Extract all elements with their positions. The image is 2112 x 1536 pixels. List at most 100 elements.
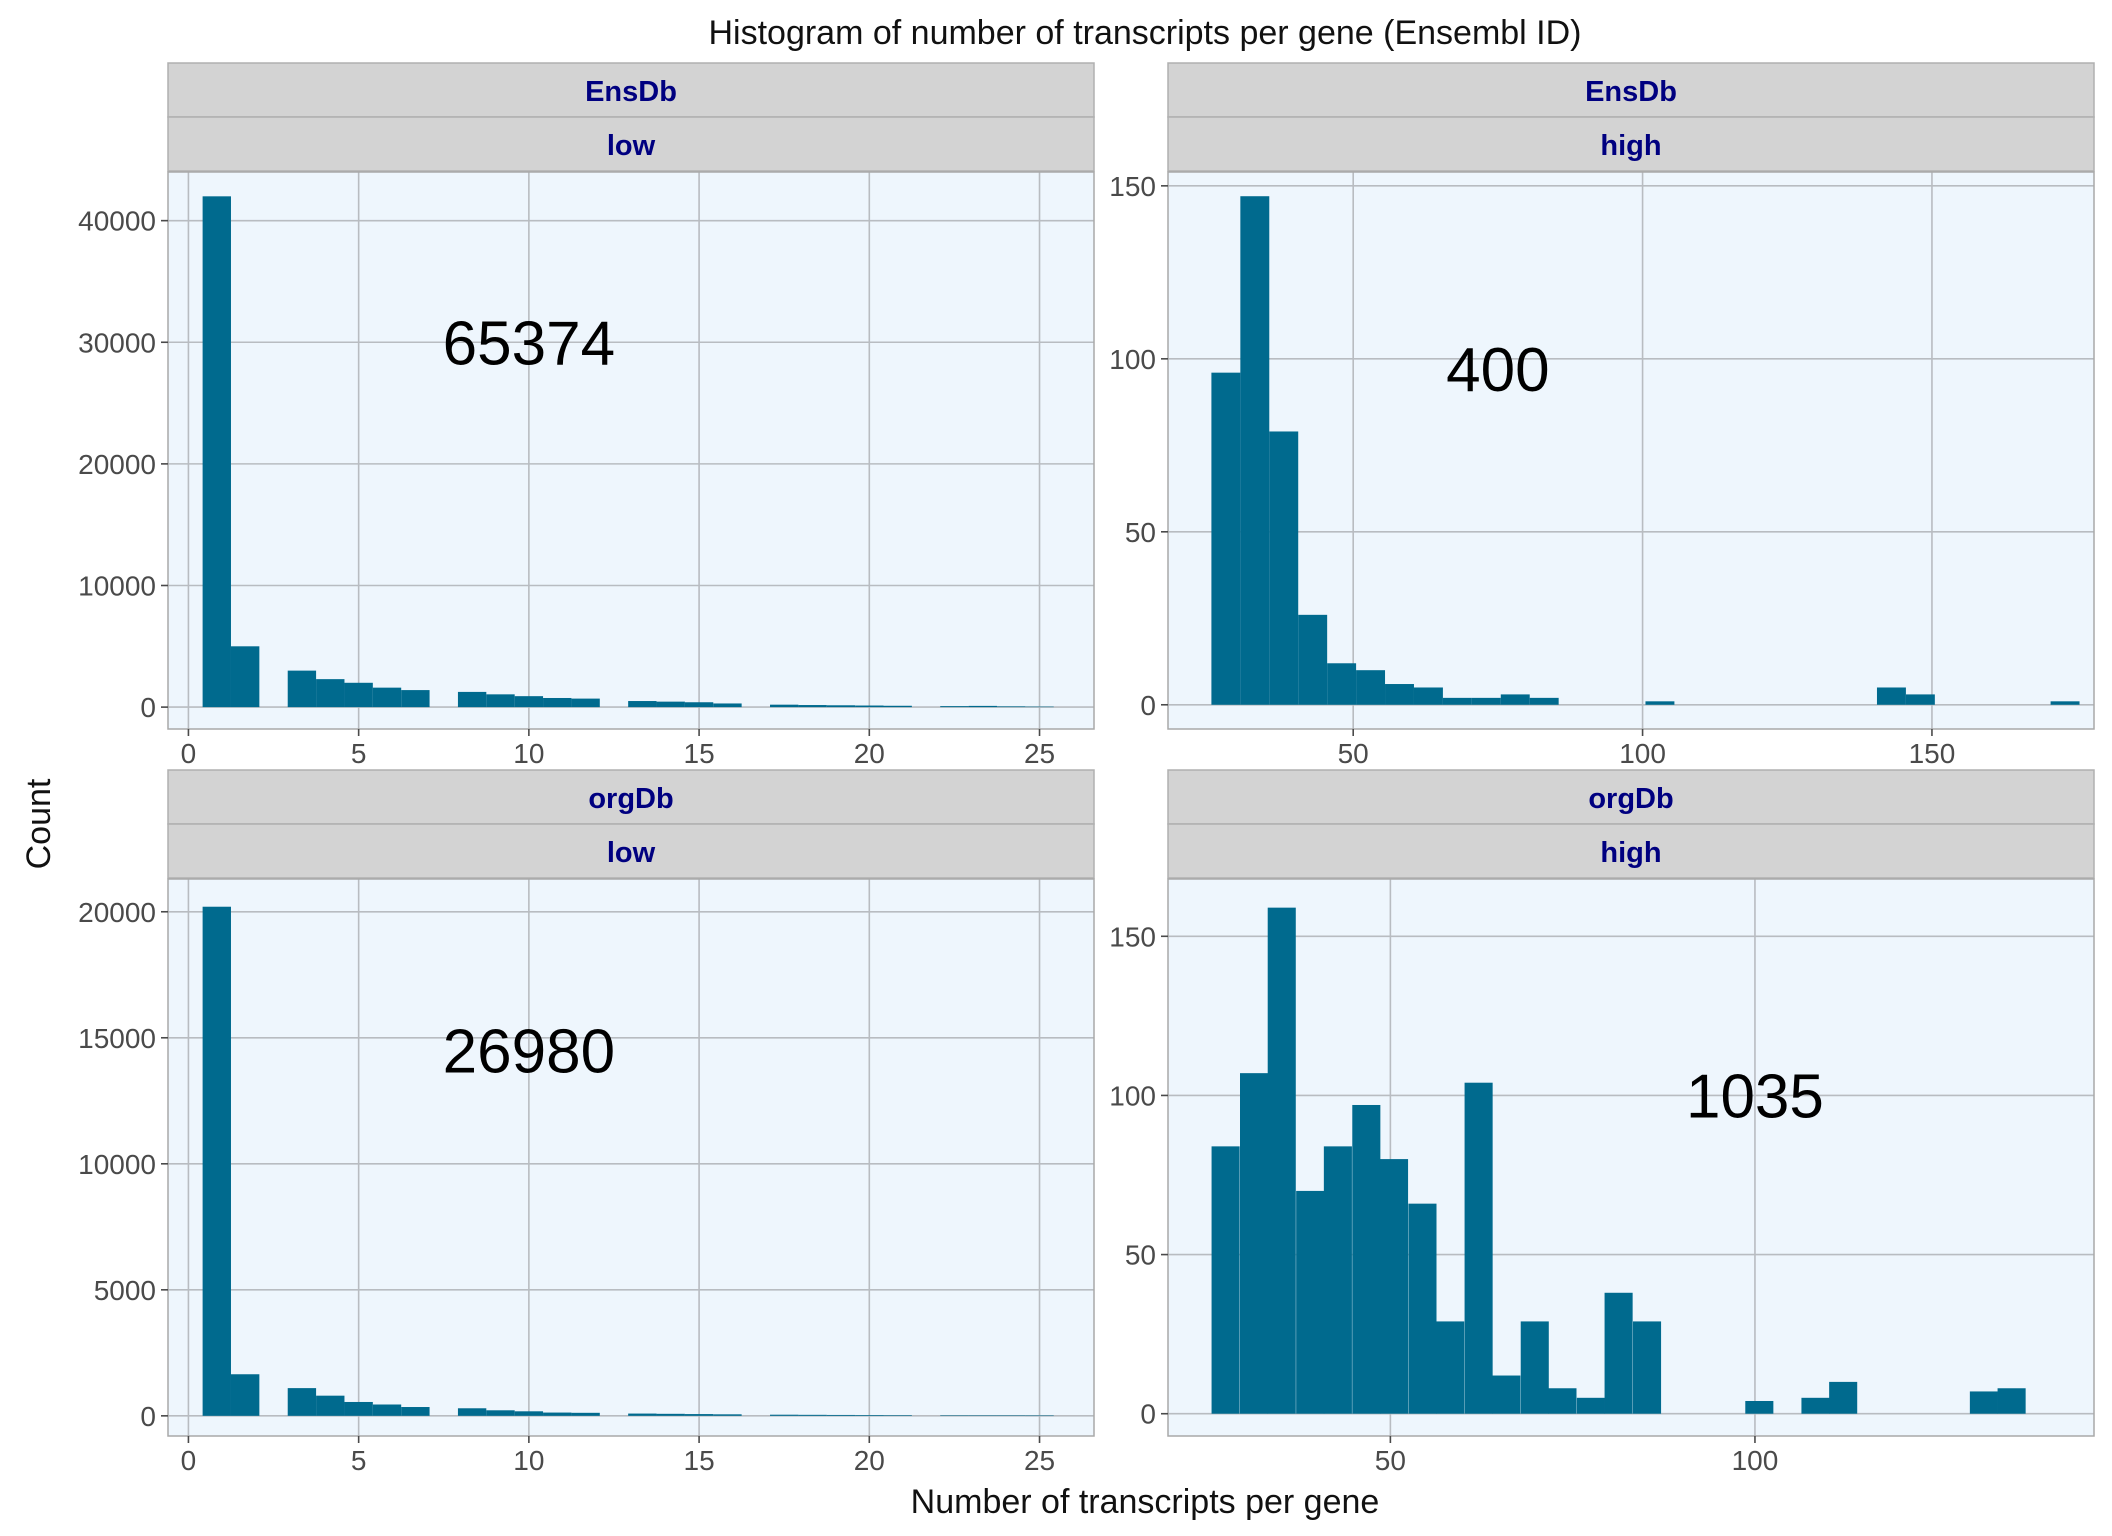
histogram-bar bbox=[1211, 372, 1241, 705]
histogram-bar bbox=[514, 696, 544, 708]
histogram-bar bbox=[543, 697, 572, 708]
histogram-bar bbox=[1269, 431, 1299, 705]
histogram-bar bbox=[344, 1401, 373, 1416]
histogram-bar bbox=[1323, 1146, 1352, 1414]
facet-strip-top bbox=[167, 769, 1095, 825]
x-tick-label: 15 bbox=[684, 1445, 715, 1476]
histogram-bar bbox=[230, 646, 260, 708]
y-tick-label: 0 bbox=[1140, 1399, 1156, 1430]
x-tick-label: 100 bbox=[1732, 1445, 1779, 1476]
y-tick-label: 5000 bbox=[94, 1275, 156, 1306]
x-tick-label: 25 bbox=[1024, 1445, 1055, 1476]
histogram-bar bbox=[1548, 1388, 1577, 1414]
histogram-bar bbox=[202, 196, 231, 708]
panel-border bbox=[1167, 878, 2095, 1437]
histogram-bar bbox=[1267, 907, 1296, 1414]
histogram-bar bbox=[656, 1413, 685, 1416]
x-tick-label: 10 bbox=[513, 738, 544, 769]
histogram-bar bbox=[372, 687, 402, 708]
histogram-bar bbox=[1385, 684, 1414, 705]
histogram-bar bbox=[1240, 196, 1270, 705]
histogram-bar bbox=[855, 705, 884, 708]
x-tick-label: 10 bbox=[513, 1445, 544, 1476]
y-tick-label: 10000 bbox=[78, 570, 156, 601]
histogram-bar bbox=[457, 1408, 487, 1416]
histogram-bar bbox=[1529, 697, 1559, 705]
y-tick-label: 150 bbox=[1109, 171, 1156, 202]
y-tick-label: 10000 bbox=[78, 1149, 156, 1180]
facet-strip-bottom bbox=[1167, 823, 2095, 879]
histogram-bar bbox=[1500, 694, 1530, 705]
facet-strip-bottom bbox=[167, 116, 1095, 172]
histogram-bar bbox=[968, 1415, 997, 1416]
panel-border bbox=[1167, 171, 2095, 730]
x-tick-label: 25 bbox=[1024, 738, 1055, 769]
histogram-bar bbox=[1240, 1073, 1269, 1414]
y-tick-label: 100 bbox=[1109, 344, 1156, 375]
histogram-bar bbox=[316, 1395, 345, 1416]
histogram-bar bbox=[798, 705, 827, 708]
y-tick-label: 15000 bbox=[78, 1023, 156, 1054]
histogram-bar bbox=[316, 679, 345, 708]
histogram-bar bbox=[656, 701, 685, 708]
histogram-bar bbox=[1633, 1321, 1662, 1414]
x-tick-label: 50 bbox=[1375, 1445, 1406, 1476]
histogram-bar bbox=[1413, 687, 1443, 705]
chart-title: Histogram of number of transcripts per g… bbox=[708, 14, 1581, 52]
histogram-bar bbox=[1745, 1400, 1774, 1414]
histogram-bar bbox=[855, 1415, 884, 1416]
histogram-bar bbox=[1211, 1146, 1240, 1414]
x-tick-label: 5 bbox=[351, 1445, 367, 1476]
histogram-bar bbox=[684, 702, 714, 708]
histogram-bar bbox=[826, 1414, 856, 1416]
histogram-bar bbox=[486, 694, 515, 708]
histogram-bar bbox=[1352, 1104, 1381, 1414]
facet-strip-bottom-label: low bbox=[607, 130, 656, 162]
x-tick-label: 0 bbox=[181, 1445, 197, 1476]
histogram-bar bbox=[571, 1412, 600, 1416]
histogram-bar bbox=[401, 1407, 430, 1416]
histogram-bar bbox=[1442, 697, 1472, 705]
histogram-bar bbox=[1296, 1190, 1325, 1414]
panel-border bbox=[167, 878, 1095, 1437]
histogram-bar bbox=[1379, 1159, 1409, 1414]
histogram-bar bbox=[1645, 701, 1675, 705]
y-tick-label: 30000 bbox=[78, 327, 156, 358]
histogram-bar bbox=[940, 706, 969, 708]
facet-strip-top-label: orgDb bbox=[1588, 783, 1673, 815]
histogram-bar bbox=[287, 1388, 317, 1416]
histogram-bar bbox=[486, 1410, 515, 1416]
histogram-bar bbox=[1604, 1292, 1633, 1414]
histogram-bar bbox=[230, 1374, 260, 1416]
y-tick-label: 0 bbox=[140, 692, 156, 723]
facet-strip-top-label: EnsDb bbox=[585, 76, 677, 108]
y-tick-label: 50 bbox=[1125, 1240, 1156, 1271]
histogram-bar bbox=[883, 705, 912, 708]
histogram-bar bbox=[883, 1415, 912, 1416]
histogram-bar bbox=[344, 682, 373, 708]
facet-strip-bottom-label: high bbox=[1600, 130, 1661, 162]
facet-strip-top bbox=[1167, 62, 2095, 118]
y-axis-title: Count bbox=[20, 778, 58, 869]
facet-strip-bottom-label: low bbox=[607, 837, 656, 869]
panel-background bbox=[168, 879, 1094, 1436]
gene-count-annotation: 65374 bbox=[443, 309, 615, 378]
histogram-bar bbox=[770, 1414, 799, 1416]
histogram-bar bbox=[1801, 1397, 1830, 1414]
histogram-bar bbox=[202, 906, 231, 1416]
y-tick-label: 100 bbox=[1109, 1080, 1156, 1111]
gene-count-annotation: 26980 bbox=[443, 1017, 615, 1086]
y-tick-label: 50 bbox=[1125, 517, 1156, 548]
histogram-bar bbox=[713, 703, 742, 708]
y-tick-label: 0 bbox=[1140, 690, 1156, 721]
histogram-bar bbox=[372, 1404, 402, 1416]
x-tick-label: 100 bbox=[1619, 738, 1666, 769]
y-tick-label: 20000 bbox=[78, 897, 156, 928]
histogram-bar bbox=[457, 691, 487, 708]
x-tick-label: 15 bbox=[684, 738, 715, 769]
x-tick-label: 0 bbox=[181, 738, 197, 769]
gene-count-annotation: 400 bbox=[1446, 336, 1549, 405]
facet-strip-top-label: EnsDb bbox=[1585, 76, 1677, 108]
y-tick-label: 40000 bbox=[78, 206, 156, 237]
